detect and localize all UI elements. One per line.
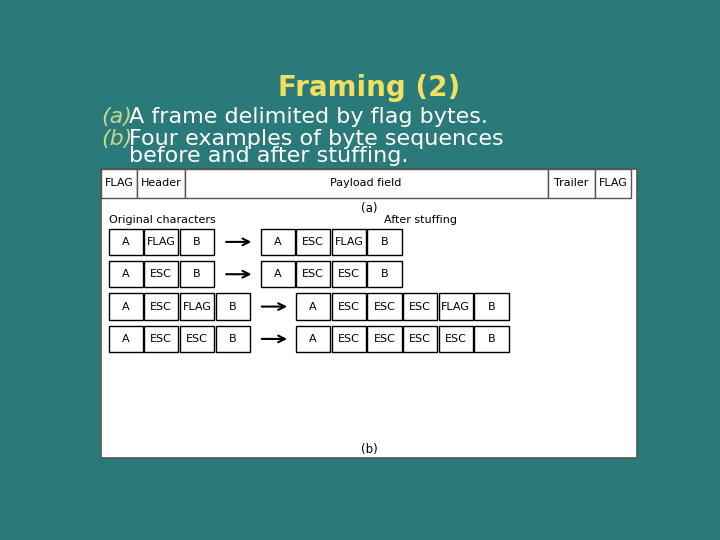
- Text: before and after stuffing.: before and after stuffing.: [129, 146, 408, 166]
- Bar: [109, 326, 143, 352]
- Bar: [215, 326, 250, 352]
- Text: Payload field: Payload field: [330, 178, 402, 188]
- Text: B: B: [487, 301, 495, 312]
- Bar: [109, 294, 143, 320]
- Text: A: A: [310, 334, 317, 344]
- Bar: [261, 229, 294, 255]
- Text: ESC: ESC: [445, 334, 467, 344]
- Text: A: A: [122, 334, 130, 344]
- Text: FLAG: FLAG: [104, 178, 133, 188]
- Text: ESC: ESC: [409, 301, 431, 312]
- Text: ESC: ESC: [338, 301, 360, 312]
- Text: ESC: ESC: [302, 237, 324, 247]
- Text: (a): (a): [101, 107, 132, 127]
- Text: A: A: [122, 237, 130, 247]
- Text: ESC: ESC: [374, 301, 395, 312]
- Text: FLAG: FLAG: [598, 178, 627, 188]
- Text: B: B: [193, 269, 201, 279]
- Text: ESC: ESC: [150, 334, 172, 344]
- Text: ESC: ESC: [186, 334, 208, 344]
- Text: FLAG: FLAG: [441, 301, 470, 312]
- Bar: [595, 168, 631, 198]
- Bar: [367, 294, 402, 320]
- Bar: [403, 326, 437, 352]
- Bar: [101, 168, 138, 198]
- Text: Original characters: Original characters: [109, 214, 215, 225]
- Bar: [180, 261, 214, 287]
- Bar: [332, 326, 366, 352]
- Text: A: A: [274, 237, 282, 247]
- Text: A: A: [274, 269, 282, 279]
- Text: A: A: [310, 301, 317, 312]
- Bar: [367, 229, 402, 255]
- Text: (b): (b): [361, 443, 377, 456]
- Bar: [332, 294, 366, 320]
- Bar: [296, 261, 330, 287]
- Bar: [215, 294, 250, 320]
- Bar: [367, 261, 402, 287]
- Bar: [403, 294, 437, 320]
- Bar: [144, 326, 179, 352]
- Text: ESC: ESC: [338, 269, 360, 279]
- Bar: [548, 168, 595, 198]
- Text: B: B: [487, 334, 495, 344]
- Text: FLAG: FLAG: [147, 237, 176, 247]
- Bar: [367, 326, 402, 352]
- Bar: [296, 326, 330, 352]
- Bar: [180, 229, 214, 255]
- Text: B: B: [193, 237, 201, 247]
- Text: Framing (2): Framing (2): [278, 74, 460, 102]
- Bar: [109, 229, 143, 255]
- Text: Four examples of byte sequences: Four examples of byte sequences: [129, 129, 503, 148]
- Text: A: A: [122, 269, 130, 279]
- Bar: [144, 294, 179, 320]
- Bar: [261, 261, 294, 287]
- Bar: [101, 168, 637, 457]
- Text: FLAG: FLAG: [182, 301, 212, 312]
- Text: A frame delimited by flag bytes.: A frame delimited by flag bytes.: [129, 107, 487, 127]
- Text: B: B: [381, 237, 388, 247]
- Bar: [144, 261, 179, 287]
- Bar: [180, 326, 214, 352]
- Text: Trailer: Trailer: [554, 178, 588, 188]
- Text: B: B: [381, 269, 388, 279]
- Bar: [474, 294, 508, 320]
- Text: After stuffing: After stuffing: [384, 214, 456, 225]
- Bar: [109, 261, 143, 287]
- Bar: [332, 261, 366, 287]
- Bar: [296, 229, 330, 255]
- Bar: [180, 294, 214, 320]
- Text: ESC: ESC: [150, 269, 172, 279]
- Bar: [438, 294, 473, 320]
- Bar: [332, 229, 366, 255]
- Text: B: B: [229, 301, 236, 312]
- Bar: [474, 326, 508, 352]
- Text: B: B: [229, 334, 236, 344]
- Bar: [184, 168, 548, 198]
- Text: ESC: ESC: [374, 334, 395, 344]
- Text: A: A: [122, 301, 130, 312]
- Text: (a): (a): [361, 201, 377, 214]
- Text: ESC: ESC: [409, 334, 431, 344]
- Bar: [138, 168, 184, 198]
- Bar: [144, 229, 179, 255]
- Bar: [296, 294, 330, 320]
- Bar: [438, 326, 473, 352]
- Text: FLAG: FLAG: [334, 237, 364, 247]
- Text: Header: Header: [140, 178, 181, 188]
- Text: ESC: ESC: [338, 334, 360, 344]
- Text: ESC: ESC: [302, 269, 324, 279]
- Text: (b): (b): [101, 129, 132, 148]
- Text: ESC: ESC: [150, 301, 172, 312]
